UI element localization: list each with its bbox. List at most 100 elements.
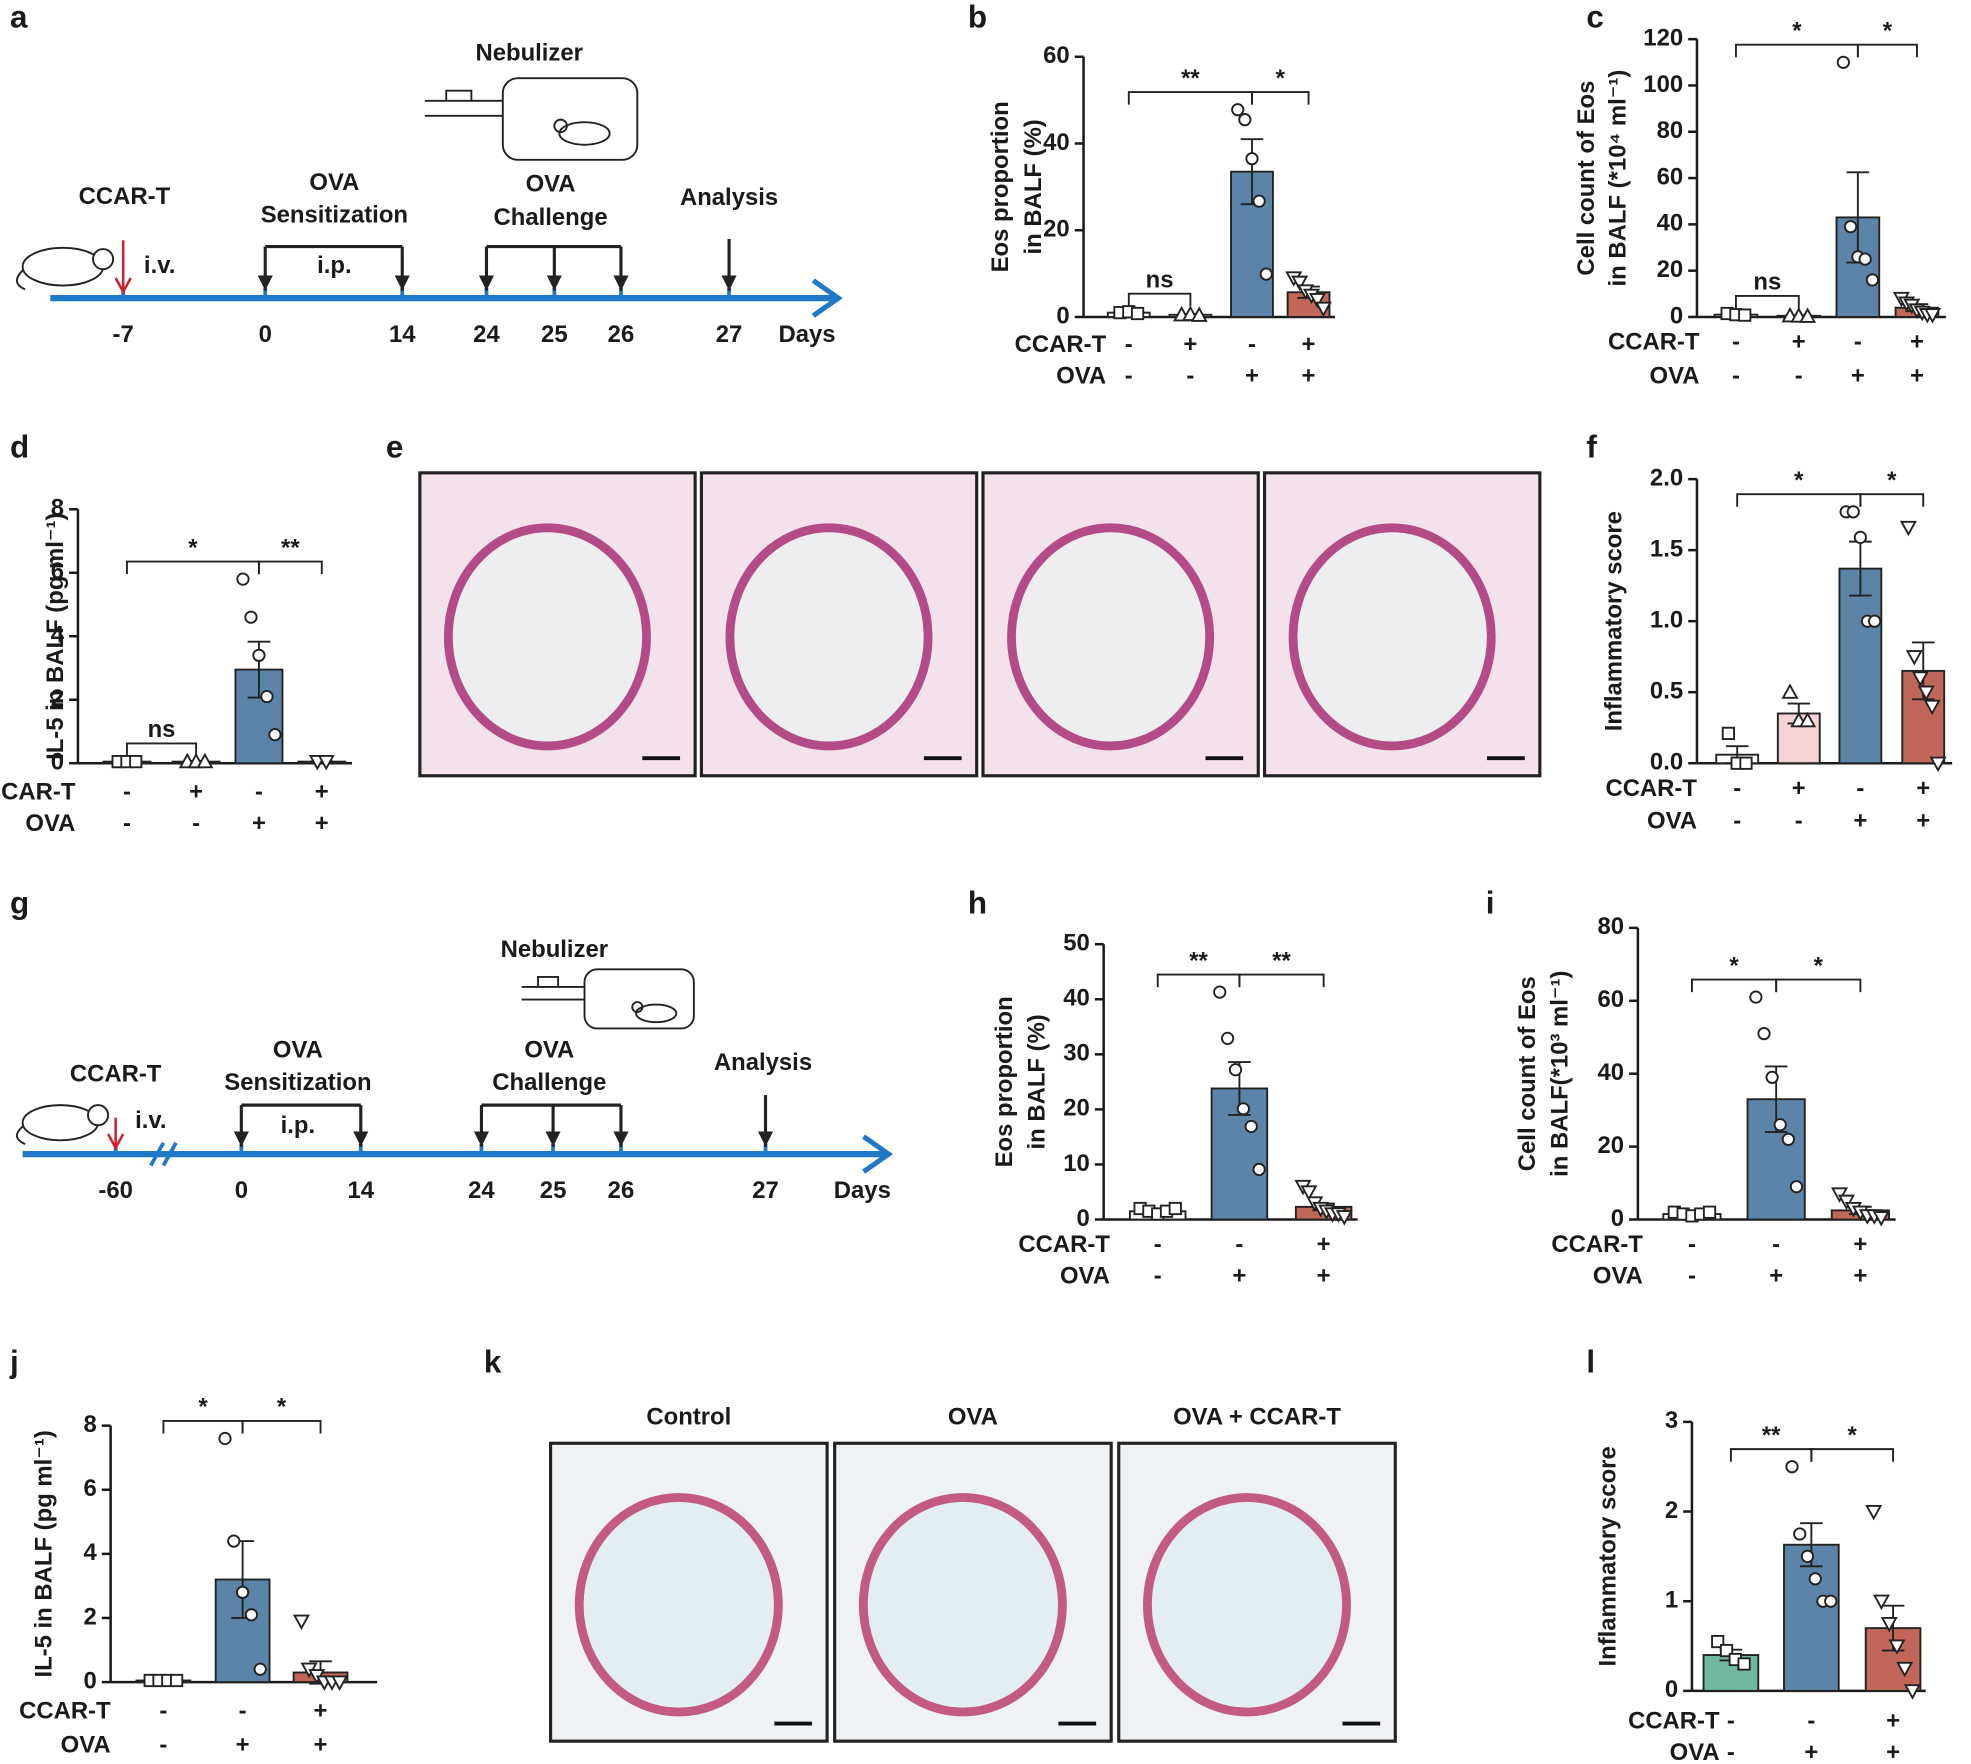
significance-label: ns [1146, 266, 1174, 293]
y-axis-label: Eos proportion [987, 101, 1014, 272]
y-tick-label: 1.5 [1650, 535, 1683, 562]
y-axis-label: in BALF (%) [1024, 1014, 1051, 1149]
panel-label: d [10, 429, 29, 464]
sensitization-label: OVA [309, 169, 359, 196]
schedule-arrowhead [757, 1131, 774, 1147]
y-tick-label: 2 [1665, 1497, 1678, 1524]
data-point [1858, 252, 1872, 266]
data-point [1300, 1185, 1318, 1201]
condition-sign: + [1302, 363, 1316, 390]
y-tick-label: 0 [1670, 302, 1683, 329]
data-point [1799, 711, 1817, 728]
data-point [1245, 152, 1259, 166]
condition-sign: - [1733, 808, 1741, 835]
schedule-arrowhead [257, 275, 273, 291]
schedule-arrowhead [394, 275, 410, 291]
data-point [1896, 1661, 1914, 1678]
y-tick-label: 50 [1063, 930, 1090, 957]
data-point [1880, 1617, 1898, 1633]
data-point [129, 755, 143, 769]
data-point [1737, 1657, 1751, 1671]
condition-sign: - [1807, 1708, 1815, 1735]
y-tick-label: 40 [1657, 210, 1684, 237]
condition-sign: - [1732, 363, 1740, 390]
y-axis-label: Cell count of Eos [1573, 81, 1600, 276]
condition-sign: + [1792, 329, 1806, 356]
data-point [1837, 1194, 1855, 1211]
y-tick-label: 8 [51, 495, 64, 522]
significance-bracket [1729, 1448, 1813, 1462]
day-label: 24 [473, 321, 500, 348]
nebulizer-icon-a [424, 77, 639, 161]
data-point [1929, 756, 1947, 773]
significance-label: ** [281, 534, 300, 561]
data-point [1905, 650, 1923, 666]
condition-sign: - [1154, 1231, 1162, 1258]
data-point [1231, 103, 1245, 117]
y-tick-label: 30 [1063, 1040, 1090, 1067]
mouse-icon-a [16, 246, 115, 291]
day-label: -60 [98, 1177, 133, 1204]
data-point [1868, 614, 1882, 628]
timeline-arrowhead [811, 278, 843, 318]
data-point [244, 1608, 259, 1622]
data-point [1702, 1205, 1717, 1219]
data-point [331, 1675, 349, 1691]
significance-bracket [258, 560, 323, 575]
significance-bracket [1859, 493, 1925, 507]
data-point [1888, 1639, 1906, 1655]
data-point [1824, 1594, 1838, 1608]
data-point [227, 1534, 241, 1548]
condition-sign: - [1688, 1263, 1696, 1290]
condition-sign: + [1853, 1263, 1867, 1290]
data-point [1314, 301, 1332, 318]
significance-bracket [1856, 43, 1918, 58]
significance-bracket [1775, 978, 1862, 993]
iv-label: i.v. [144, 252, 175, 279]
data-point [1872, 1594, 1890, 1611]
condition-sign: - [1727, 1739, 1735, 1764]
airway [1288, 523, 1496, 751]
challenge-label: Challenge [492, 1069, 606, 1096]
panel-title: OVA + CCAR-T [1173, 1403, 1341, 1430]
y-tick-label: 1.0 [1650, 606, 1683, 633]
significance-bracket [1238, 973, 1325, 988]
condition-sign: + [315, 810, 329, 837]
data-point [1738, 308, 1752, 322]
injection-arrowhead [106, 1133, 125, 1151]
day-label: 26 [608, 321, 635, 348]
data-point [1228, 1063, 1243, 1077]
condition-sign: + [1183, 331, 1197, 358]
sensitization-label: Sensitization [261, 202, 408, 229]
data-point [1259, 267, 1273, 281]
data-point [1899, 520, 1917, 537]
condition-sign: - [1732, 329, 1740, 356]
condition-sign: + [1317, 1263, 1331, 1290]
panel-label: k [484, 1344, 502, 1379]
data-point [1130, 306, 1145, 321]
significance-label: * [277, 1394, 287, 1421]
y-tick-label: 0 [1056, 302, 1069, 329]
day-label: 25 [541, 321, 568, 348]
data-point [1711, 1634, 1725, 1649]
data-point [1917, 685, 1935, 702]
y-tick-label: 60 [1657, 163, 1684, 190]
significance-bracket [126, 560, 260, 575]
data-point [1236, 1102, 1250, 1116]
condition-sign: + [1232, 1263, 1246, 1290]
condition-label: OVA [1647, 808, 1697, 835]
condition-sign: + [1853, 1231, 1867, 1258]
data-point [236, 1585, 250, 1599]
y-tick-label: 6 [84, 1475, 97, 1502]
y-tick-label: 40 [1598, 1059, 1625, 1086]
y-axis-label: Inflammatory score [1601, 511, 1628, 731]
data-point [268, 728, 282, 742]
axis-break [149, 1141, 178, 1167]
day-label: -7 [113, 321, 134, 348]
airway [574, 1493, 783, 1717]
significance-label: * [1887, 467, 1897, 494]
data-point [1252, 1162, 1266, 1177]
challenge-label: OVA [524, 1036, 574, 1063]
y-tick-label: 0 [51, 749, 64, 776]
significance-label: * [1794, 467, 1804, 494]
